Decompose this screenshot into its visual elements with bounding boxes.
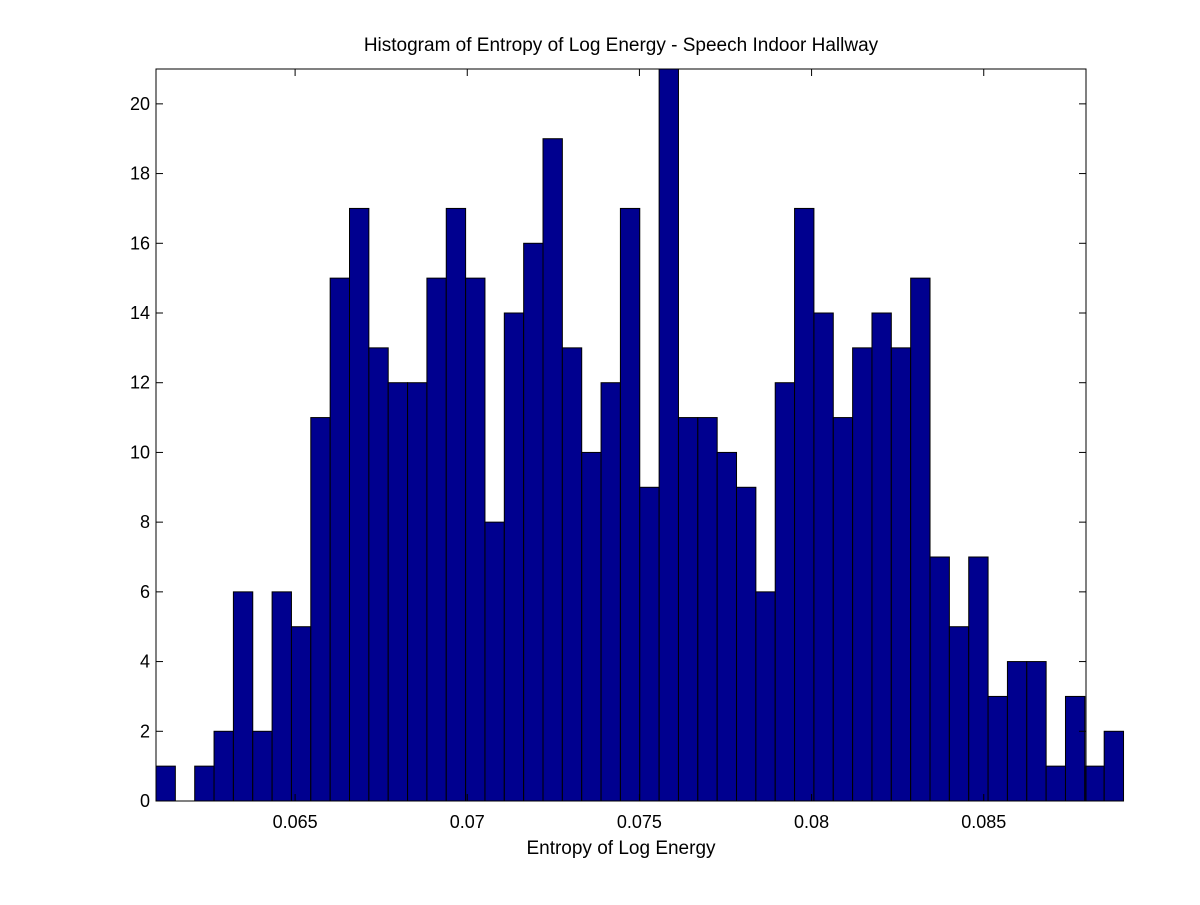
histogram-bar [658, 68, 679, 802]
y-tick-label: 0 [140, 791, 150, 811]
histogram-bar [1006, 661, 1028, 802]
x-tick-label: 0.07 [450, 812, 485, 832]
histogram-bar [542, 138, 563, 802]
histogram-bar [871, 312, 892, 802]
x-tick-label: 0.075 [617, 812, 662, 832]
histogram-bar [523, 242, 544, 802]
histogram-bar [310, 417, 331, 802]
histogram-bar [619, 207, 641, 802]
y-tick-label: 6 [140, 582, 150, 602]
histogram-bar [561, 347, 583, 802]
histogram-bar [349, 207, 370, 802]
histogram-bar [1026, 661, 1047, 802]
x-tick-label: 0.065 [273, 812, 318, 832]
histogram-bar [232, 591, 254, 802]
histogram-bar [677, 417, 699, 802]
histogram-bar [600, 382, 621, 802]
histogram-bar [832, 417, 854, 802]
histogram-bar [465, 277, 486, 802]
histogram-bar [968, 556, 989, 802]
plot-frame [155, 68, 1087, 802]
y-tick-label: 20 [130, 94, 150, 114]
histogram-bar [426, 277, 447, 802]
y-tick-label: 10 [130, 442, 150, 462]
ticks-layer: 0.065 0.07 0.075 0.08 0.085 0 2 4 6 8 10 12 14 16 18 20 [130, 69, 1086, 832]
histogram-bar [252, 730, 273, 802]
histogram-bar [716, 451, 738, 802]
y-tick-label: 16 [130, 233, 150, 253]
histogram-bar [581, 451, 602, 802]
histogram-bar [852, 347, 873, 802]
histogram-bar [929, 556, 950, 802]
histogram-bar [910, 277, 931, 802]
histogram-bar [155, 765, 176, 802]
histogram-bar [387, 382, 409, 802]
y-tick-label: 4 [140, 652, 150, 672]
histogram-bar [503, 312, 525, 802]
x-tick-label: 0.08 [794, 812, 829, 832]
histogram-bar [639, 486, 660, 802]
histogram-bar [194, 765, 215, 802]
histogram-bar [368, 347, 389, 802]
histogram-bar [1045, 765, 1066, 802]
histogram-bar [736, 486, 757, 802]
histogram-bar [290, 626, 312, 802]
histogram-bar [987, 695, 1008, 802]
histogram-bar [813, 312, 834, 802]
histogram-bar [1103, 730, 1125, 802]
y-tick-label: 18 [130, 164, 150, 184]
histogram-bar [271, 591, 292, 802]
histogram-bar [890, 347, 912, 802]
histogram-bar [794, 207, 815, 802]
histogram-bar [755, 591, 776, 802]
chart-title: Histogram of Entropy of Log Energy - Spe… [364, 35, 879, 56]
histogram-bar [445, 207, 467, 802]
histogram-bar [1084, 765, 1105, 802]
histogram-bar [484, 521, 505, 802]
y-tick-label: 14 [130, 303, 150, 323]
y-tick-label: 2 [140, 721, 150, 741]
histogram-bar [407, 382, 428, 802]
y-tick-label: 8 [140, 512, 150, 532]
histogram-bar [1064, 695, 1086, 802]
x-tick-label: 0.085 [961, 812, 1006, 832]
histogram-bar [329, 277, 351, 802]
histogram-bar [774, 382, 796, 802]
x-axis-label: Entropy of Log Energy [526, 838, 716, 859]
histogram-bar [697, 417, 718, 802]
y-tick-label: 12 [130, 373, 150, 393]
histogram-bar [213, 730, 234, 802]
histogram-bar [948, 626, 970, 802]
